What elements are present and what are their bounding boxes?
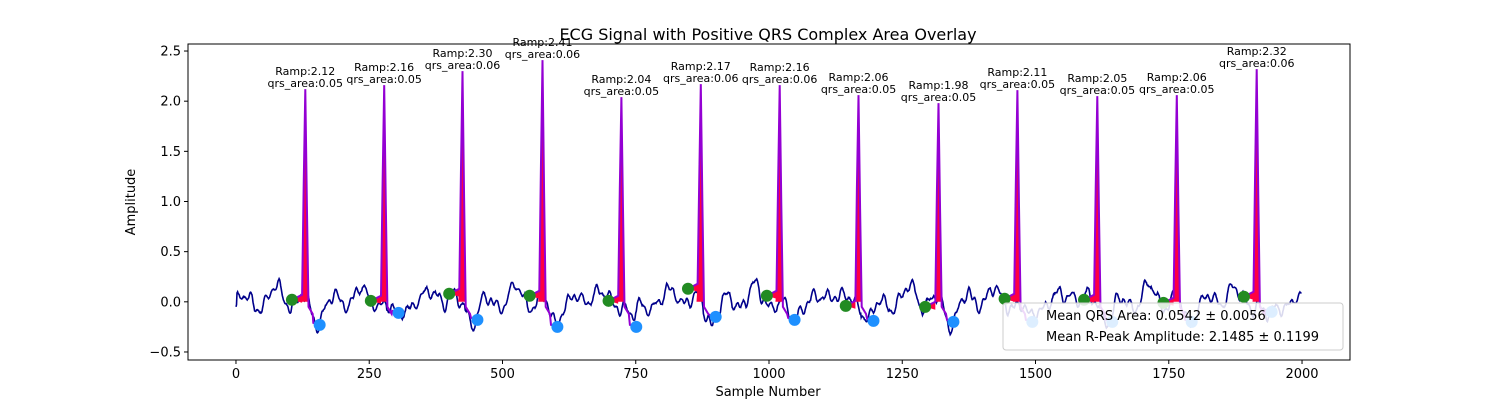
qrs-offset-marker [867,314,880,327]
r-peak-amplitude-label: Ramp:2.16 [354,61,414,74]
qrs-area-label: qrs_area:0.06 [425,59,500,72]
plot-area: Ramp:2.12qrs_area:0.05Ramp:2.16qrs_area:… [235,36,1302,337]
qrs-offset-marker [709,310,722,323]
qrs-complex-line [448,71,478,321]
qrs-area-label: qrs_area:0.05 [821,83,896,96]
legend-entry-r-peak: Mean R-Peak Amplitude: 2.1485 ± 0.1199 [1046,330,1319,345]
qrs-area-label: qrs_area:0.06 [1219,57,1294,70]
qrs-onset-marker [285,293,298,306]
qrs-complex-line [766,85,795,321]
qrs-offset-marker [788,313,801,326]
legend-entry-qrs-area: Mean QRS Area: 0.0542 ± 0.0056 [1046,309,1266,324]
qrs-area-label: qrs_area:0.05 [980,78,1055,91]
qrs-offset-marker [630,320,643,333]
qrs-onset-marker [998,292,1011,305]
x-tick-label: 1000 [752,367,785,382]
qrs-onset-marker [839,299,852,312]
qrs-area-label: qrs_area:0.05 [584,85,659,98]
qrs-onset-marker [1237,290,1250,303]
qrs-onset-marker [681,282,694,295]
r-peak-amplitude-label: Ramp:2.06 [829,71,889,84]
qrs-onset-marker [919,300,932,313]
qrs-onset-marker [523,289,536,302]
qrs-complex-line [845,95,874,322]
x-tick-label: 500 [490,367,515,382]
x-tick-label: 1250 [886,367,919,382]
qrs-area-label: qrs_area:0.06 [505,48,580,61]
qrs-area-label: qrs_area:0.05 [1060,84,1135,97]
y-tick-label: 0.5 [160,245,181,260]
y-axis-label: Amplitude [124,169,139,236]
y-tick-label: 2.5 [160,45,181,60]
qrs-onset-marker [602,294,615,307]
r-peak-amplitude-label: Ramp:2.04 [591,73,651,86]
x-tick-label: 1750 [1152,367,1185,382]
qrs-offset-marker [947,315,960,328]
qrs-complex-line [529,60,558,328]
chart-title: ECG Signal with Positive QRS Complex Are… [559,25,976,44]
x-tick-label: 250 [357,367,382,382]
r-peak-amplitude-label: Ramp:2.30 [432,47,492,60]
qrs-area-label: qrs_area:0.06 [742,73,817,86]
ecg-signal-line [235,276,1302,337]
qrs-complex-line [608,97,637,328]
x-tick-label: 0 [232,367,240,382]
qrs-offset-marker [313,318,326,331]
qrs-onset-marker [364,294,377,307]
qrs-area-label: qrs_area:0.05 [268,77,343,90]
qrs-area-label: qrs_area:0.05 [346,73,421,86]
legend: Mean QRS Area: 0.0542 ± 0.0056 Mean R-Pe… [1002,302,1344,351]
qrs-area-label: qrs_area:0.05 [1139,83,1214,96]
qrs-onset-marker [760,289,773,302]
r-peak-amplitude-label: Ramp:2.17 [671,60,731,73]
legend-box [1002,302,1344,351]
y-axis: −0.5 0.0 0.5 1.0 1.5 2.0 2.5 [149,45,188,360]
x-tick-label: 2000 [1285,367,1318,382]
r-peak-amplitude-label: Ramp:2.32 [1227,45,1287,58]
qrs-onset-marker [443,287,456,300]
r-peak-amplitude-label: Ramp:2.16 [750,61,810,74]
qrs-complex-line [370,85,399,317]
x-tick-label: 750 [623,367,648,382]
qrs-area-label: qrs_area:0.05 [901,91,976,104]
r-peak-amplitude-label: Ramp:1.98 [908,79,968,92]
r-peak-amplitude-label: Ramp:2.12 [275,65,335,78]
x-axis-label: Sample Number [715,385,821,400]
r-peak-amplitude-label: Ramp:2.06 [1147,71,1207,84]
qrs-area-label: qrs_area:0.06 [663,72,738,85]
r-peak-amplitude-label: Ramp:2.41 [512,36,572,49]
qrs-complex-line [687,84,716,318]
x-tick-label: 1500 [1019,367,1052,382]
y-tick-label: 1.5 [160,145,181,160]
r-peak-amplitude-label: Ramp:2.11 [987,66,1047,79]
y-tick-label: 1.0 [160,195,181,210]
y-tick-label: −0.5 [149,345,181,360]
qrs-complex-line [291,89,320,326]
qrs-complex-line [924,103,954,323]
qrs-offset-marker [471,313,484,326]
qrs-offset-marker [551,320,564,333]
y-tick-label: 0.0 [160,295,181,310]
x-axis: 0 250 500 750 1000 1250 1500 1750 2000 [232,360,1319,382]
qrs-offset-marker [392,306,405,319]
y-tick-label: 2.0 [160,95,181,110]
r-peak-amplitude-label: Ramp:2.05 [1067,72,1127,85]
